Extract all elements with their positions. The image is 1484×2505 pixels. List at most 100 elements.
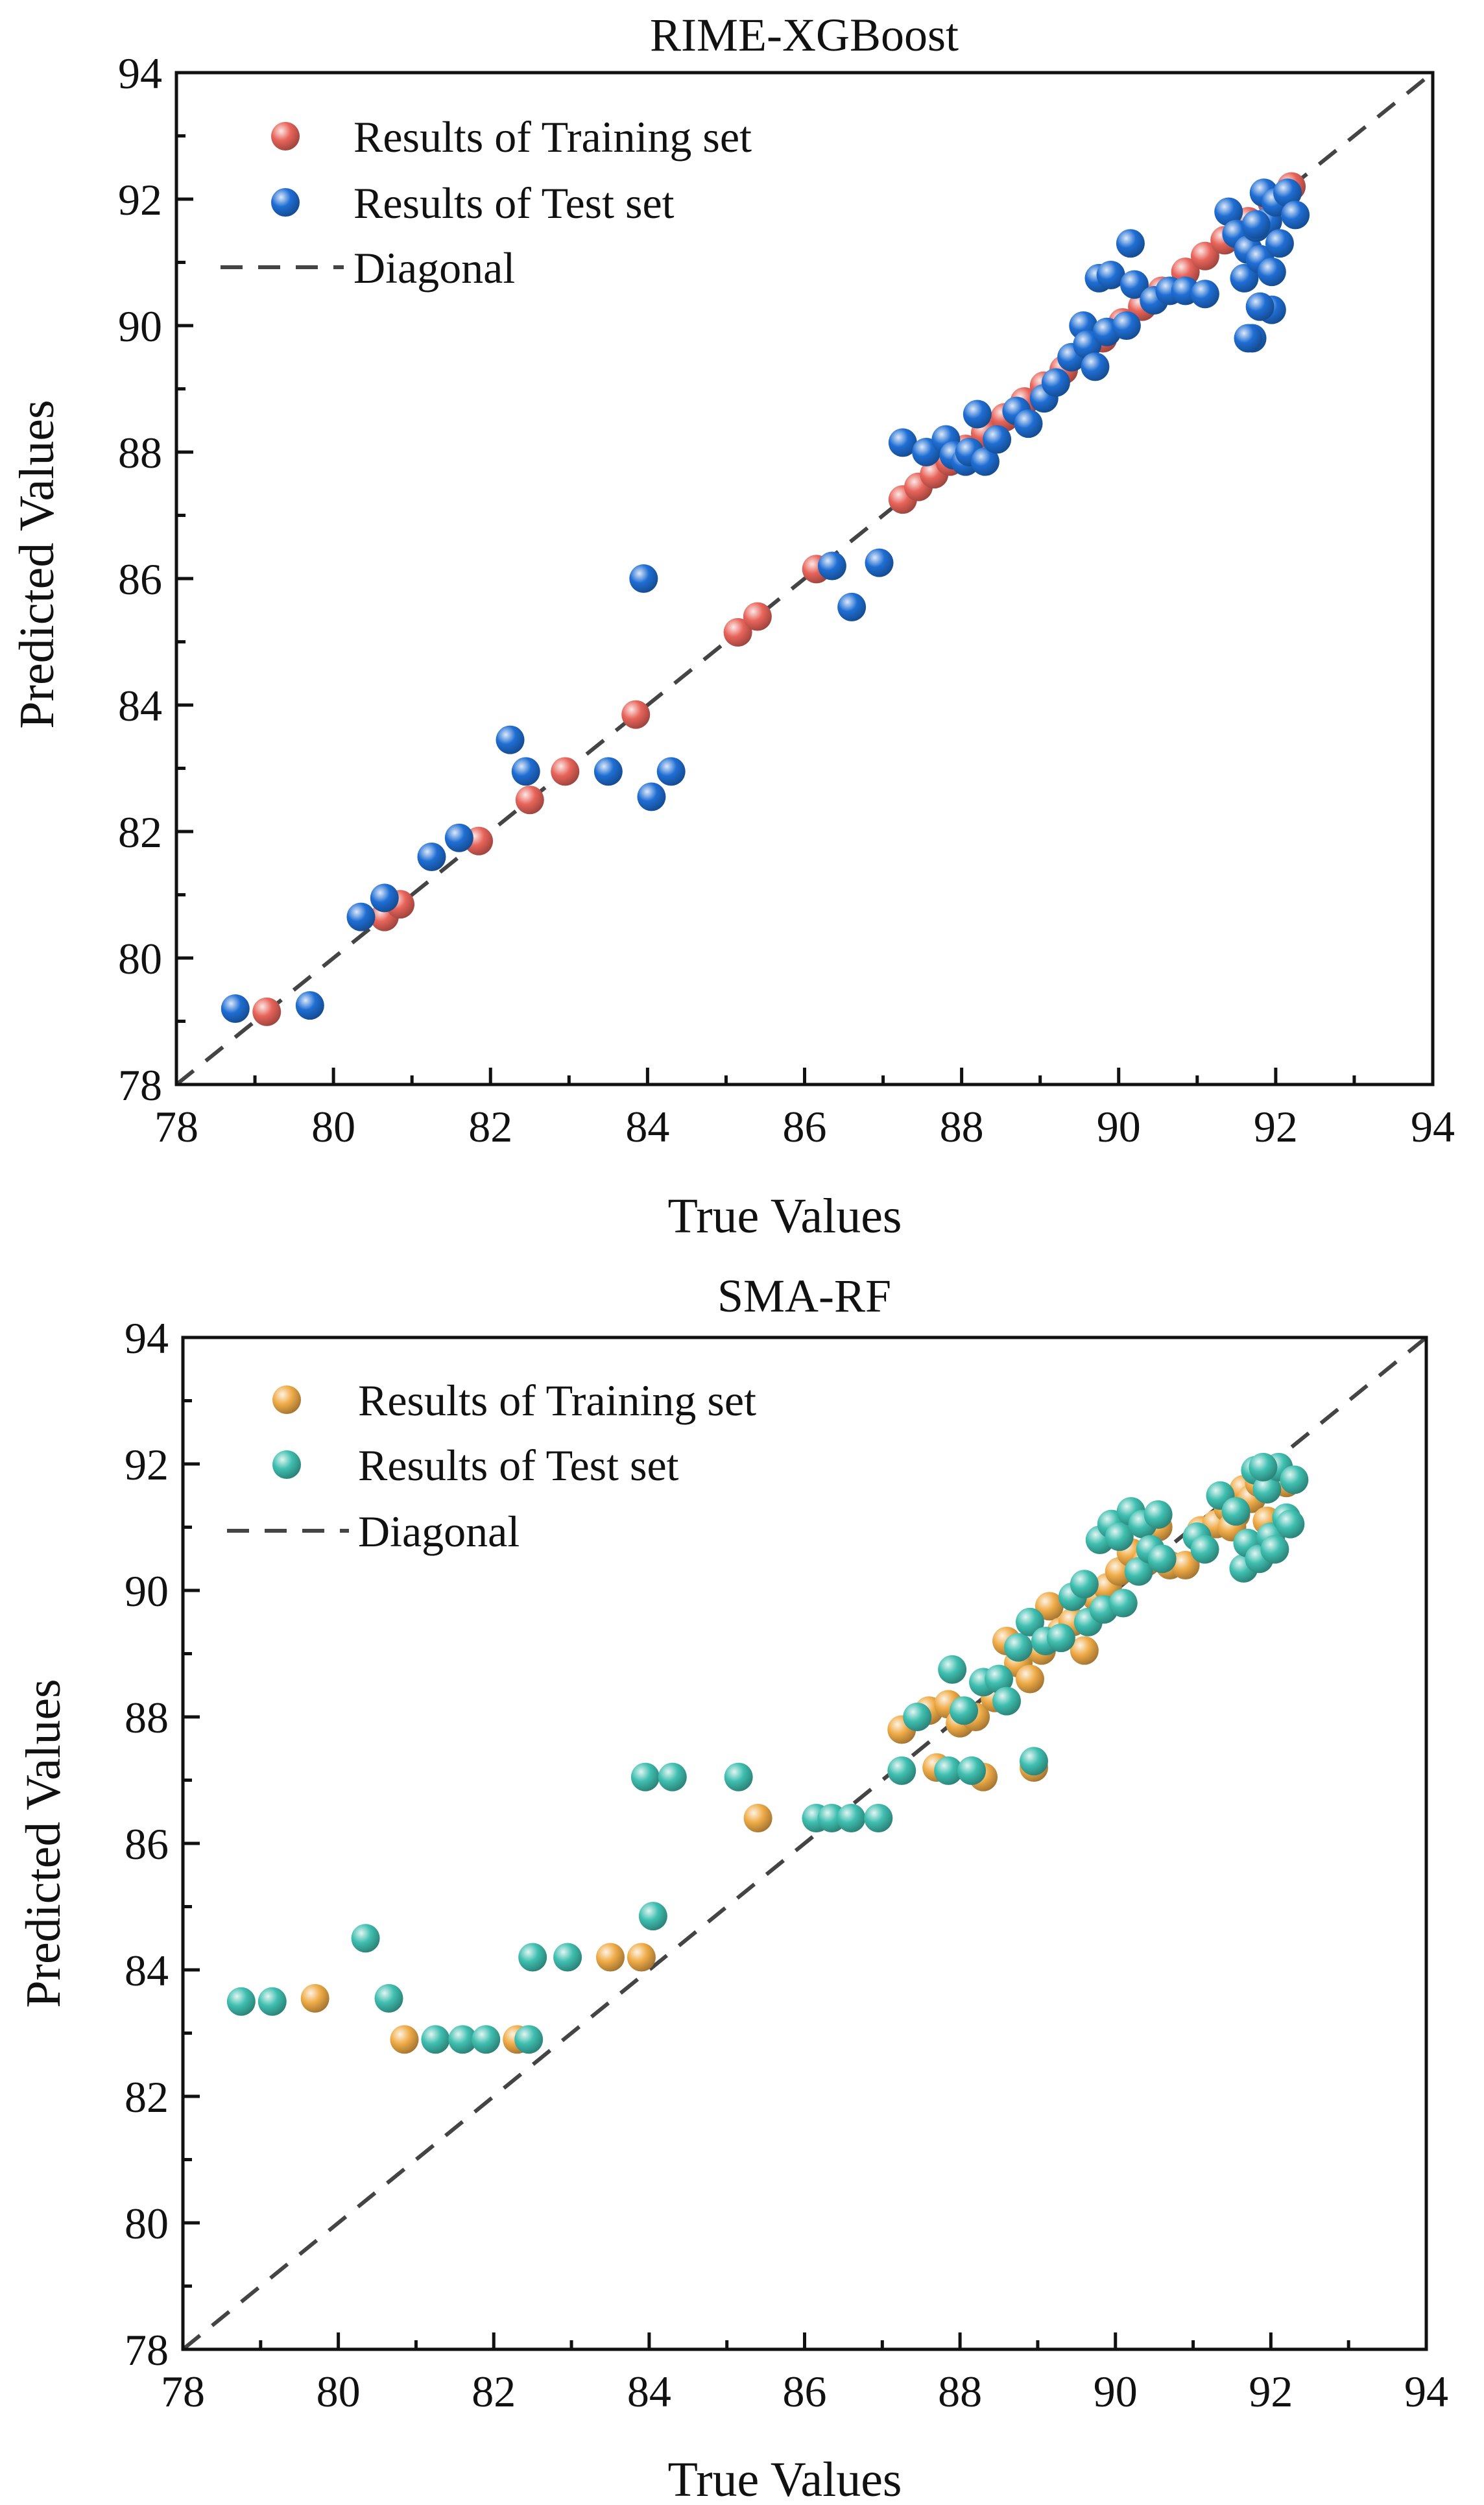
y-tick-label: 80 [125,2199,169,2248]
test-point [1041,368,1070,397]
legend-label-diagonal: Diagonal [353,243,515,293]
test-point [1112,311,1141,340]
y-tick-label: 86 [118,555,162,604]
legend-marker-test [271,188,300,217]
axis-tick-labels: 78 80 82 84 86 88 90 92 94 78 80 82 84 86 88 90 92 94 [125,1313,1448,2416]
x-tick-label: 88 [940,1102,984,1151]
test-point [1015,1607,1044,1636]
training-point [551,757,580,786]
x-tick-label: 82 [472,2367,516,2416]
y-tick-label: 92 [118,175,162,224]
test-point [1252,1475,1282,1504]
y-tick-label: 92 [125,1440,169,1489]
x-tick-label: 92 [1249,2367,1293,2416]
test-point [221,994,250,1023]
test-point [938,1655,967,1684]
test-point [1245,292,1275,321]
x-tick-label: 84 [625,1102,669,1151]
legend: Results of Training set Results of Test … [227,1376,756,1556]
chart-sma-rf: SMA-RF 78 80 82 84 86 88 90 92 94 78 80 82 84 86 88 90 9… [16,1270,1448,2505]
x-tick-label: 94 [1411,1102,1455,1151]
test-point [1273,178,1302,208]
x-tick-label: 80 [311,1102,355,1151]
legend-marker-training [271,122,300,150]
test-point [1119,270,1149,299]
test-point [658,1762,687,1792]
test-point [1019,1747,1048,1776]
training-point [743,1804,772,1832]
test-point [656,757,686,786]
x-tick-label: 86 [783,2367,827,2416]
y-tick-label: 82 [118,808,162,857]
axis-tick-labels: 78 80 82 84 86 88 90 92 94 78 80 82 84 86 88 90 92 94 [118,49,1455,1151]
data-points [221,172,1310,1026]
test-point [370,883,399,913]
training-point [252,997,281,1026]
test-point [837,1804,866,1832]
chart-title: RIME-XGBoost [650,9,959,61]
chart-title: SMA-RF [717,1270,891,1322]
y-tick-label: 84 [118,681,162,730]
test-point [992,1686,1022,1716]
test-point [257,1987,287,2016]
training-point [1190,241,1219,270]
test-point [629,564,658,593]
test-point [444,823,473,852]
test-point [1230,263,1259,293]
x-tick-label: 80 [317,2367,361,2416]
test-series [221,178,1310,1023]
test-point [295,991,324,1020]
test-point [1081,352,1110,381]
test-point [511,757,540,786]
legend-label-diagonal: Diagonal [358,1507,520,1556]
x-tick-label: 78 [161,2367,205,2416]
test-point [985,1664,1014,1694]
training-point [1171,1551,1200,1579]
training-point [621,700,651,729]
test-point [630,1762,660,1792]
y-tick-label: 84 [125,1946,169,1995]
test-point [957,1756,987,1785]
y-axis-label: Predicted Values [16,1679,71,2008]
test-point [1096,261,1125,289]
x-tick-label: 90 [1097,1102,1141,1151]
y-axis-label: Predicted Values [10,400,64,728]
test-point [1214,197,1243,226]
legend-label-training: Results of Training set [358,1376,756,1425]
test-point [1143,1500,1173,1529]
x-tick-label: 92 [1254,1102,1298,1151]
test-point [1281,200,1310,230]
test-point [1046,1624,1075,1653]
training-point [515,785,544,815]
y-tick-label: 78 [118,1061,162,1110]
test-point [496,725,525,754]
test-point [1124,1557,1153,1586]
chart-rime-xgboost: RIME-XGBoost 78 80 82 84 86 88 90 92 94 78 80 82 84 8… [10,9,1455,1243]
plot-frame [174,71,1435,1086]
x-tick-label: 84 [627,2367,671,2416]
training-point [300,1984,329,2013]
legend-label-test: Results of Test set [353,178,675,228]
x-axis-label: True Values [667,1189,902,1243]
plot-frame [181,1336,1428,2351]
test-point [1257,258,1286,287]
test-point [374,1984,403,2013]
legend: Results of Training set Results of Test … [221,112,752,293]
test-point [1014,409,1043,438]
test-point [1003,1633,1033,1662]
test-point [637,782,666,811]
training-point [595,1943,625,1972]
test-point [837,592,867,621]
test-point [514,2025,544,2054]
test-point [1260,1535,1289,1564]
y-tick-label: 94 [118,49,162,98]
y-tick-label: 90 [118,302,162,351]
test-point [1280,1465,1309,1494]
x-tick-label: 82 [468,1102,512,1151]
x-axis-label: True Values [667,2452,902,2505]
y-tick-label: 86 [125,1819,169,1869]
test-point [351,1924,380,1953]
test-point [970,447,999,476]
test-point [888,428,917,457]
test-point [638,1902,667,1931]
